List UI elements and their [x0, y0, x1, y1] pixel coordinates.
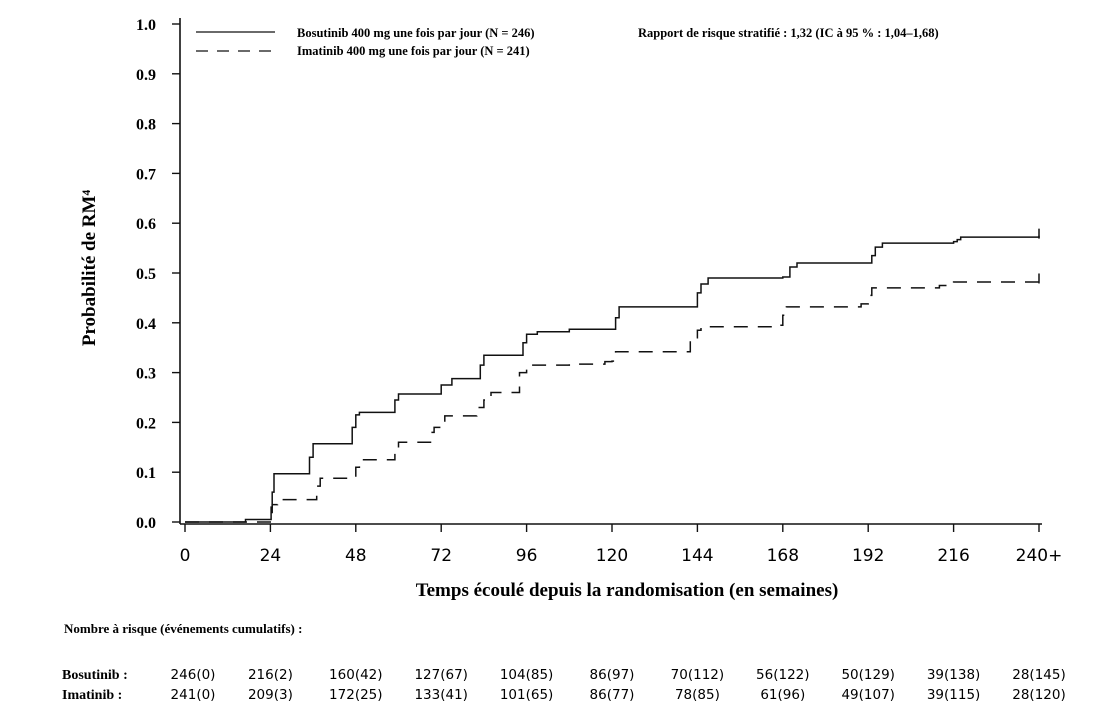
risk-cell: 78(85): [675, 687, 720, 703]
risk-cell: 50(129): [841, 667, 894, 683]
y-tick-label: 0.5: [136, 266, 156, 283]
risk-row-label-imatinib: Imatinib :: [62, 688, 122, 703]
legend-label-imatinib: Imatinib 400 mg une fois par jour (N = 2…: [297, 44, 530, 58]
y-tick-label: 0.6: [136, 216, 156, 233]
x-tick-labels: 0 24 48 72 96 120 144 168 192 216 240+: [180, 546, 1063, 566]
x-tick-label: 0: [180, 546, 191, 566]
x-axis-title: Temps écoulé depuis la randomisation (en…: [416, 580, 839, 601]
x-tick-label: 24: [260, 546, 282, 566]
risk-cell: 133(41): [414, 687, 467, 703]
risk-cell: 39(115): [927, 687, 980, 703]
y-tick-label: 0.3: [136, 366, 156, 383]
hazard-ratio-annotation: Rapport de risque stratifié : 1,32 (IC à…: [638, 26, 939, 40]
x-tick-label: 240+: [1016, 546, 1063, 566]
risk-cell: 28(145): [1012, 667, 1065, 683]
y-tick-label: 0.0: [136, 515, 156, 532]
series-line-imatinib: [185, 280, 1040, 523]
y-tick-label: 0.4: [136, 316, 156, 333]
y-tick-labels: 0.0 0.1 0.2 0.3 0.4 0.5 0.6 0.7 0.8 0.9 1.0: [136, 17, 156, 532]
risk-cell: 101(65): [500, 687, 553, 703]
x-tick-label: 144: [681, 546, 713, 566]
y-tick-label: 0.2: [136, 415, 156, 432]
risk-row-label-bosutinib: Bosutinib :: [62, 668, 128, 683]
y-tick-label: 0.8: [136, 117, 156, 134]
risk-cell: 246(0): [171, 667, 216, 683]
risk-cell: 160(42): [329, 667, 382, 683]
legend-label-bosutinib: Bosutinib 400 mg une fois par jour (N = …: [297, 26, 535, 40]
x-tick-label: 96: [516, 546, 538, 566]
y-tick-marks: [172, 23, 180, 523]
x-tick-label: 72: [430, 546, 452, 566]
risk-cell: 56(122): [756, 667, 809, 683]
risk-cell: 86(97): [590, 667, 635, 683]
y-tick-label: 0.7: [136, 166, 156, 183]
x-tick-label: 192: [852, 546, 884, 566]
risk-cell: 61(96): [760, 687, 805, 703]
risk-table-caption: Nombre à risque (événements cumulatifs) …: [64, 621, 302, 636]
risk-table-cells: 246(0) 216(2) 160(42) 127(67) 104(85) 86(97) 7…: [171, 667, 1066, 703]
x-tick-label: 216: [937, 546, 969, 566]
risk-cell: 209(3): [248, 687, 293, 703]
risk-cell: 28(120): [1012, 687, 1065, 703]
legend: Bosutinib 400 mg une fois par jour (N = …: [196, 26, 535, 58]
risk-cell: 172(25): [329, 687, 382, 703]
y-tick-label: 0.9: [136, 67, 156, 84]
risk-cell: 49(107): [841, 687, 894, 703]
risk-cell: 127(67): [414, 667, 467, 683]
risk-cell: 104(85): [500, 667, 553, 683]
x-tick-label: 48: [345, 546, 367, 566]
risk-cell: 86(77): [590, 687, 635, 703]
series-layer: [185, 228, 1040, 523]
x-tick-marks: [184, 524, 1040, 532]
y-axis-title: Probabilité de RM⁴: [79, 190, 100, 347]
risk-cell: 241(0): [171, 687, 216, 703]
y-tick-label: 1.0: [136, 17, 156, 34]
x-tick-label: 120: [596, 546, 628, 566]
risk-cell: 216(2): [248, 667, 293, 683]
series-line-bosutinib: [185, 235, 1040, 523]
x-tick-label: 168: [767, 546, 799, 566]
risk-cell: 39(138): [927, 667, 980, 683]
y-tick-label: 0.1: [136, 465, 156, 482]
risk-cell: 70(112): [671, 667, 724, 683]
